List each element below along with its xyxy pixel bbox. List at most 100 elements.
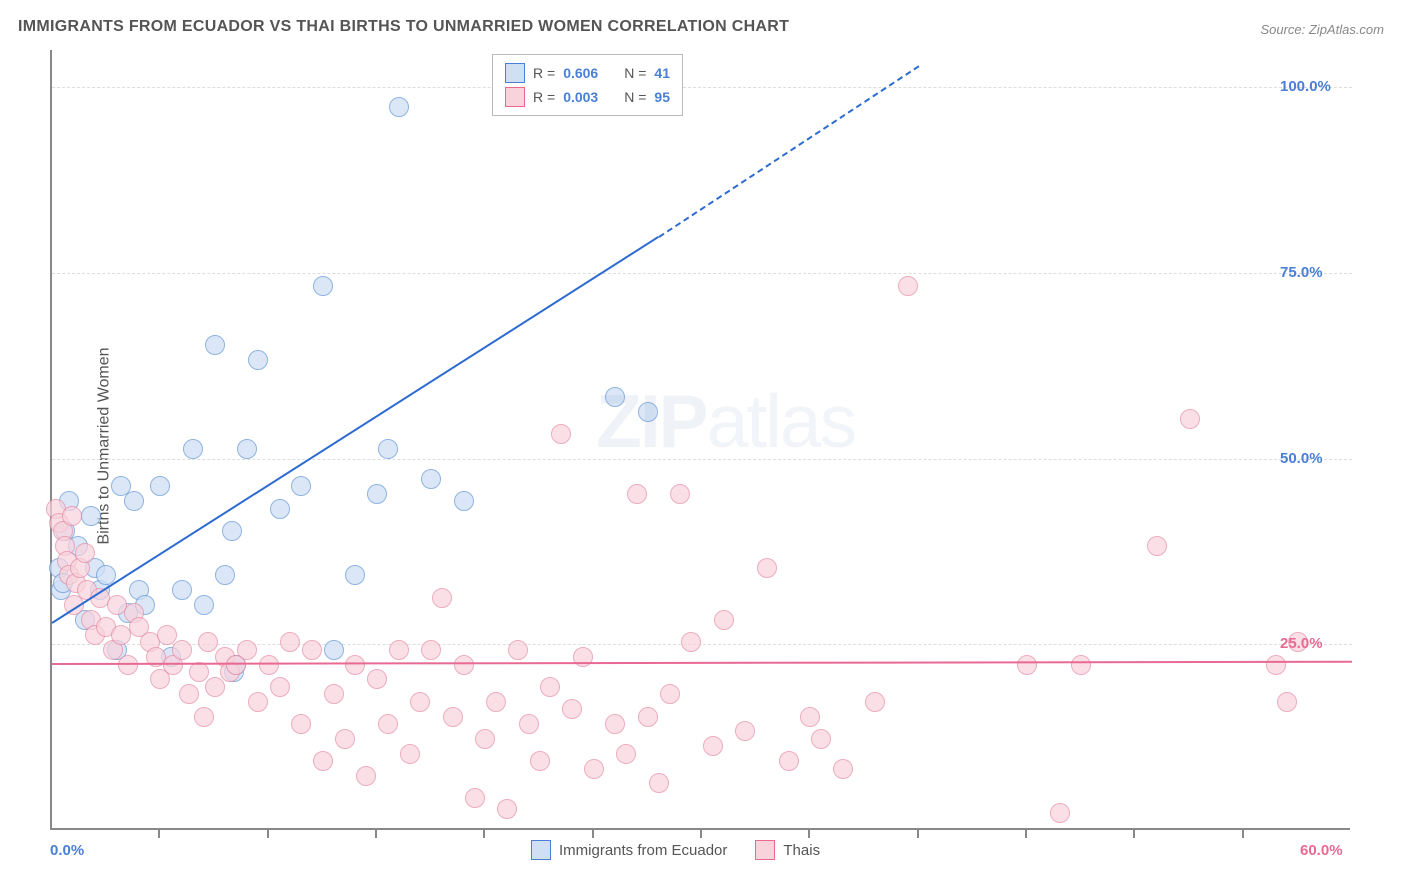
data-point-thais — [465, 788, 485, 808]
data-point-thais — [735, 721, 755, 741]
data-point-thais — [681, 632, 701, 652]
data-point-thais — [497, 799, 517, 819]
data-point-thais — [519, 714, 539, 734]
legend-swatch — [755, 840, 775, 860]
data-point-thais — [1017, 655, 1037, 675]
y-tick-label: 75.0% — [1280, 264, 1340, 281]
data-point-thais — [605, 714, 625, 734]
data-point-thais — [400, 744, 420, 764]
x-tick — [267, 830, 269, 838]
data-point-thais — [421, 640, 441, 660]
x-tick — [808, 830, 810, 838]
series-legend-label: Thais — [783, 842, 820, 859]
data-point-ecuador — [378, 439, 398, 459]
data-point-ecuador — [270, 499, 290, 519]
data-point-ecuador — [172, 580, 192, 600]
data-point-ecuador — [205, 335, 225, 355]
data-point-thais — [670, 484, 690, 504]
y-tick-label: 50.0% — [1280, 450, 1340, 467]
data-point-ecuador — [222, 521, 242, 541]
data-point-thais — [660, 684, 680, 704]
data-point-thais — [779, 751, 799, 771]
legend-r-label: R = — [533, 89, 555, 105]
x-tick — [1133, 830, 1135, 838]
data-point-thais — [833, 759, 853, 779]
data-point-ecuador — [324, 640, 344, 660]
data-point-thais — [1147, 536, 1167, 556]
data-point-ecuador — [421, 469, 441, 489]
trend-line — [52, 661, 1352, 665]
x-tick-label: 60.0% — [1300, 842, 1343, 859]
chart-title: IMMIGRANTS FROM ECUADOR VS THAI BIRTHS T… — [18, 18, 789, 36]
data-point-thais — [757, 558, 777, 578]
x-tick — [700, 830, 702, 838]
gridline — [52, 87, 1352, 88]
legend-row: R =0.606N =41 — [505, 61, 670, 85]
data-point-ecuador — [313, 276, 333, 296]
data-point-thais — [172, 640, 192, 660]
data-point-ecuador — [194, 595, 214, 615]
x-tick — [483, 830, 485, 838]
data-point-thais — [486, 692, 506, 712]
data-point-thais — [1071, 655, 1091, 675]
data-point-thais — [508, 640, 528, 660]
data-point-thais — [389, 640, 409, 660]
data-point-thais — [638, 707, 658, 727]
data-point-thais — [649, 773, 669, 793]
legend-n-label: N = — [624, 89, 646, 105]
data-point-ecuador — [291, 476, 311, 496]
x-tick — [1025, 830, 1027, 838]
legend-swatch — [505, 63, 525, 83]
data-point-ecuador — [367, 484, 387, 504]
x-tick — [158, 830, 160, 838]
legend-swatch — [505, 87, 525, 107]
data-point-thais — [280, 632, 300, 652]
data-point-ecuador — [237, 439, 257, 459]
data-point-thais — [865, 692, 885, 712]
legend-r-label: R = — [533, 65, 555, 81]
data-point-thais — [454, 655, 474, 675]
data-point-thais — [367, 669, 387, 689]
series-legend-item: Immigrants from Ecuador — [531, 840, 727, 860]
data-point-thais — [800, 707, 820, 727]
data-point-thais — [270, 677, 290, 697]
data-point-thais — [75, 543, 95, 563]
data-point-thais — [291, 714, 311, 734]
data-point-thais — [313, 751, 333, 771]
data-point-thais — [443, 707, 463, 727]
gridline — [52, 273, 1352, 274]
data-point-ecuador — [638, 402, 658, 422]
legend-r-value: 0.606 — [563, 65, 598, 81]
data-point-ecuador — [605, 387, 625, 407]
data-point-thais — [530, 751, 550, 771]
data-point-thais — [1266, 655, 1286, 675]
data-point-thais — [475, 729, 495, 749]
data-point-ecuador — [81, 506, 101, 526]
x-tick — [917, 830, 919, 838]
data-point-thais — [540, 677, 560, 697]
data-point-thais — [345, 655, 365, 675]
y-tick-label: 100.0% — [1280, 78, 1340, 95]
data-point-ecuador — [389, 97, 409, 117]
data-point-thais — [198, 632, 218, 652]
legend-n-label: N = — [624, 65, 646, 81]
x-tick — [1242, 830, 1244, 838]
data-point-thais — [62, 506, 82, 526]
trend-line — [658, 65, 919, 238]
data-point-ecuador — [215, 565, 235, 585]
data-point-ecuador — [124, 491, 144, 511]
data-point-thais — [205, 677, 225, 697]
x-tick-label: 0.0% — [50, 842, 84, 859]
data-point-thais — [237, 640, 257, 660]
data-point-thais — [714, 610, 734, 630]
data-point-ecuador — [150, 476, 170, 496]
data-point-thais — [356, 766, 376, 786]
data-point-thais — [248, 692, 268, 712]
data-point-thais — [324, 684, 344, 704]
source-label: Source: — [1260, 22, 1308, 37]
data-point-thais — [1180, 409, 1200, 429]
data-point-thais — [562, 699, 582, 719]
x-tick — [592, 830, 594, 838]
data-point-ecuador — [345, 565, 365, 585]
scatter-plot — [50, 50, 1350, 830]
